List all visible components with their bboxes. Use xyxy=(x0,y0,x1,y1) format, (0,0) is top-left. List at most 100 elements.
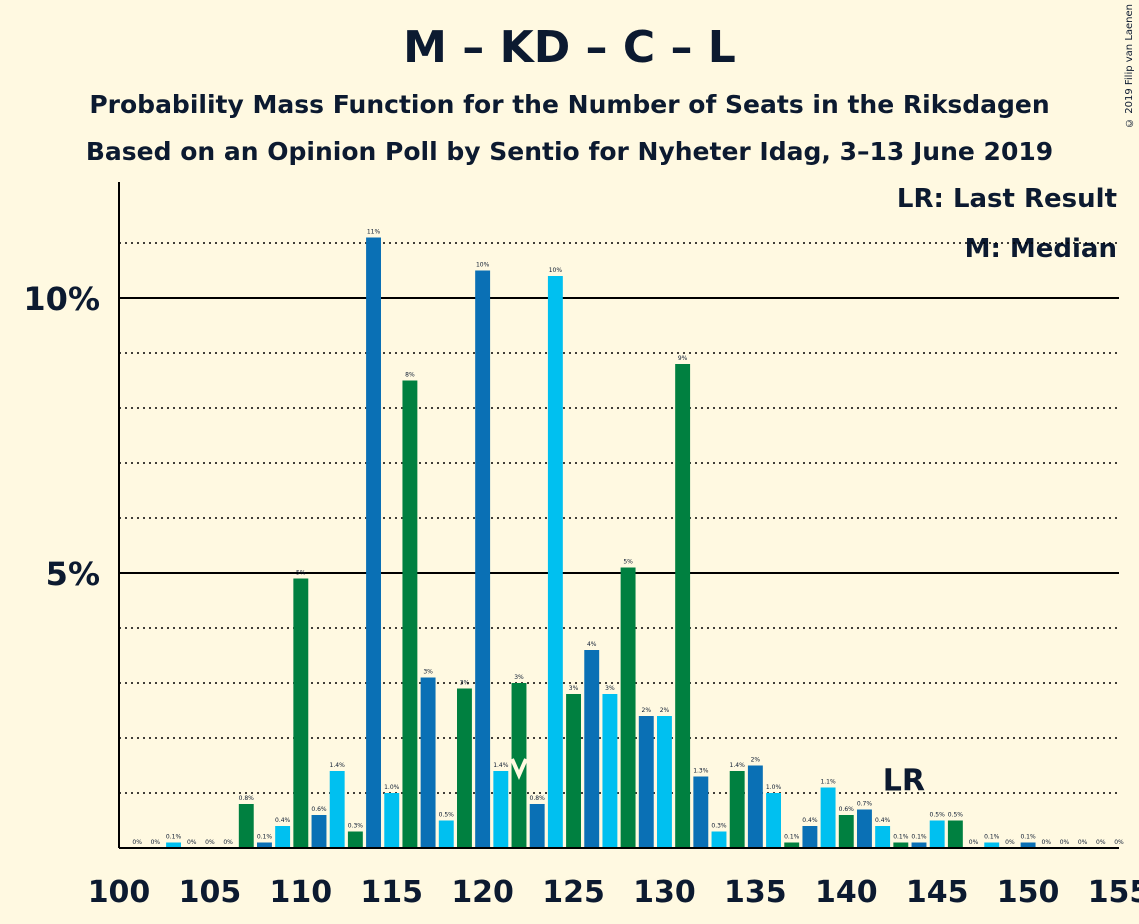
bar xyxy=(475,270,491,848)
legend-median: M: Median xyxy=(964,234,1117,264)
bar xyxy=(984,842,1000,848)
bar-value-label: 1.4% xyxy=(493,762,509,769)
x-tick-label: 130 xyxy=(633,875,696,910)
bar xyxy=(747,765,763,848)
x-tick-label: 135 xyxy=(724,875,787,910)
bar xyxy=(384,793,400,848)
bar-value-label: 0% xyxy=(1114,839,1124,846)
x-tick-label: 105 xyxy=(179,875,242,910)
bar xyxy=(711,831,727,848)
bar-value-label: 0.1% xyxy=(1020,834,1036,841)
bar-value-label: 0.1% xyxy=(257,834,273,841)
bar-value-label: 0% xyxy=(132,839,142,846)
bar-value-label: 0% xyxy=(1096,839,1106,846)
bar-value-label: 0% xyxy=(1042,839,1052,846)
bar xyxy=(602,694,618,848)
bar-value-label: 0.1% xyxy=(893,834,909,841)
bar xyxy=(166,842,181,848)
bar xyxy=(929,820,945,848)
bar xyxy=(1020,842,1036,848)
y-tick-label: 5% xyxy=(46,555,100,593)
bar-value-label: 0.7% xyxy=(857,801,873,808)
bar-value-label: 0.4% xyxy=(802,817,818,824)
bar-value-label: 0% xyxy=(1078,839,1088,846)
y-tick-label: 10% xyxy=(23,280,100,318)
bar xyxy=(529,804,545,848)
bar-value-label: 0% xyxy=(1060,839,1070,846)
chart-title: M – KD – C – L xyxy=(403,22,736,73)
bar-value-label: 0.4% xyxy=(875,817,891,824)
bar xyxy=(620,567,636,848)
bar xyxy=(238,804,254,848)
bar xyxy=(366,237,381,848)
bar xyxy=(257,842,272,848)
bar xyxy=(493,771,509,848)
bar-value-label: 0.8% xyxy=(530,795,546,802)
chart-subtitle: Probability Mass Function for the Number… xyxy=(89,90,1050,119)
bar xyxy=(457,688,472,848)
bar-value-label: 2% xyxy=(642,707,652,714)
chart-subtitle-source: Based on an Opinion Poll by Sentio for N… xyxy=(85,137,1054,166)
x-tick-label: 140 xyxy=(815,875,878,910)
bar xyxy=(784,842,800,848)
bar-value-label: 2% xyxy=(660,707,670,714)
bar xyxy=(547,276,563,848)
bar-value-label: 0% xyxy=(1005,839,1015,846)
bar xyxy=(675,364,691,848)
bar xyxy=(729,771,745,848)
bar xyxy=(402,380,418,848)
bar-value-label: 0% xyxy=(187,839,197,846)
bar-value-label: 0% xyxy=(205,839,215,846)
bar-value-label: 0.1% xyxy=(166,834,182,841)
bar xyxy=(802,826,818,848)
bar-value-label: 3% xyxy=(460,680,470,687)
x-tick-label: 110 xyxy=(270,875,333,910)
bar xyxy=(857,809,872,848)
bar-value-label: 0.4% xyxy=(275,817,291,824)
bar-value-label: 0.8% xyxy=(239,795,255,802)
legend-last-result: LR: Last Result xyxy=(896,184,1117,214)
x-tick-label: 155 xyxy=(1088,875,1139,910)
x-tick-label: 115 xyxy=(360,875,423,910)
bar xyxy=(820,787,836,848)
bar xyxy=(511,683,527,848)
bar xyxy=(329,771,345,848)
bar-value-label: 0.1% xyxy=(984,834,1000,841)
bar xyxy=(347,831,363,848)
bar-value-label: 3% xyxy=(605,685,615,692)
x-tick-label: 145 xyxy=(906,875,969,910)
bar-value-label: 5% xyxy=(623,559,633,566)
bar xyxy=(293,578,309,848)
bar-value-label: 10% xyxy=(476,262,490,269)
bar xyxy=(311,815,327,848)
x-tick-label: 100 xyxy=(88,875,151,910)
bar xyxy=(693,776,709,848)
bar xyxy=(838,815,854,848)
bar-value-label: 9% xyxy=(678,355,688,362)
bar-value-label: 0.6% xyxy=(311,806,327,813)
bar-value-label: 0.6% xyxy=(839,806,855,813)
bar xyxy=(657,716,672,848)
bar-value-label: 10% xyxy=(549,267,563,274)
bar-value-label: 1.1% xyxy=(820,779,836,786)
bar xyxy=(420,677,436,848)
bar-value-label: 1.4% xyxy=(730,762,746,769)
bar-value-label: 1.4% xyxy=(330,762,346,769)
bar-value-label: 0% xyxy=(969,839,979,846)
bar-value-label: 0.5% xyxy=(930,812,946,819)
last-result-marker: LR xyxy=(883,764,925,799)
median-marker xyxy=(510,758,528,780)
bar-value-label: 0% xyxy=(223,839,233,846)
bar-value-label: 0.3% xyxy=(348,823,364,830)
bar xyxy=(438,820,454,848)
bar-value-label: 0.5% xyxy=(439,812,455,819)
bar-value-label: 0.1% xyxy=(911,834,927,841)
bar xyxy=(275,826,291,848)
bar-value-label: 8% xyxy=(405,372,415,379)
bar-value-label: 1.3% xyxy=(693,768,709,775)
bar xyxy=(911,842,927,848)
bar xyxy=(947,820,963,848)
bar-value-label: 3% xyxy=(569,685,579,692)
x-tick-label: 120 xyxy=(451,875,514,910)
